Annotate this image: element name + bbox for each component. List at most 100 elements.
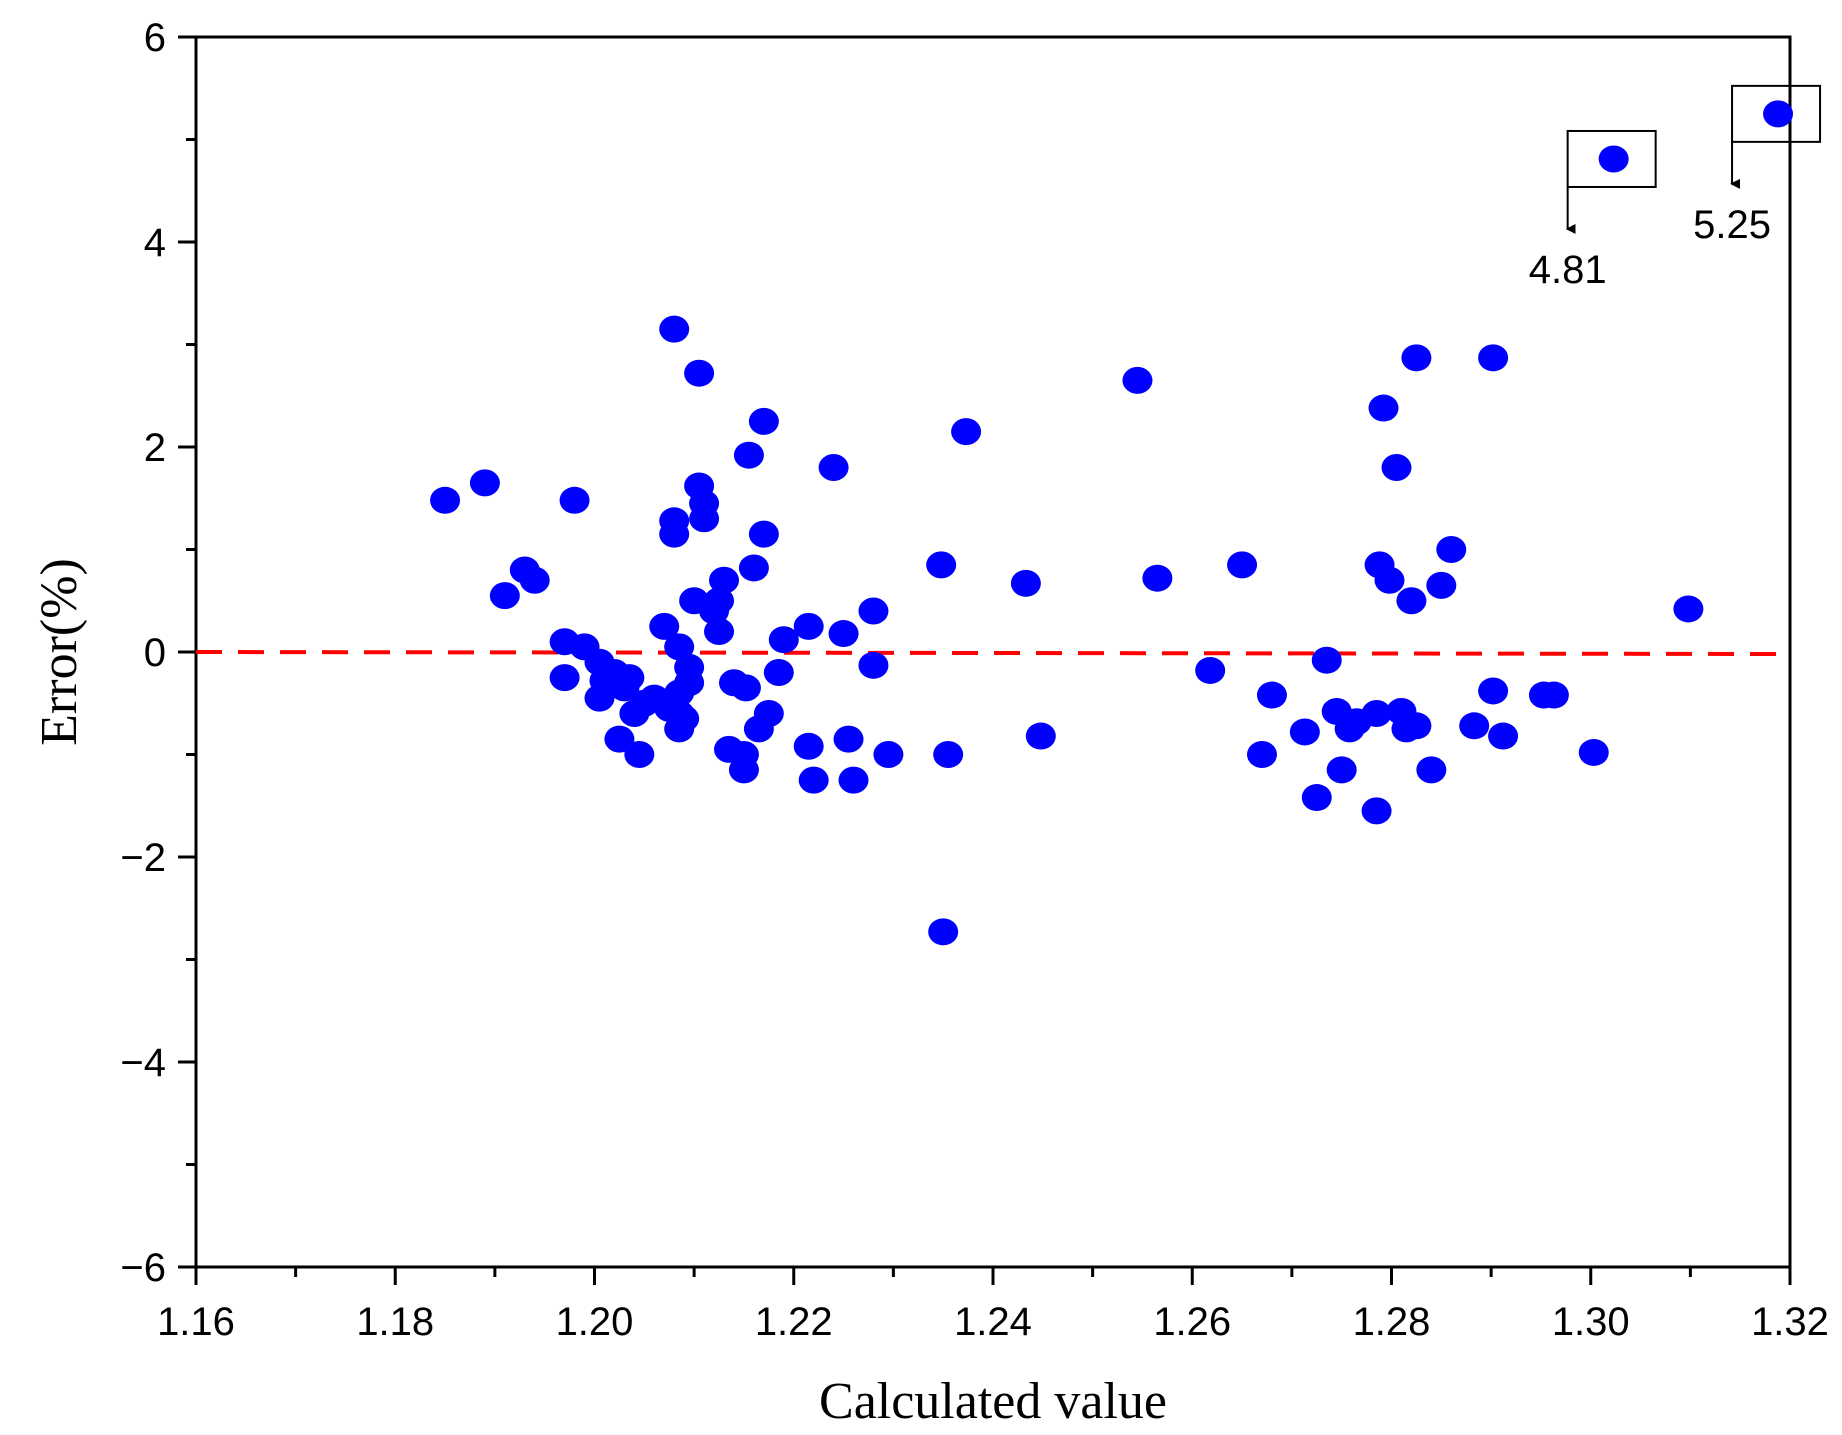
data-point [1436, 536, 1467, 563]
data-point [748, 407, 779, 435]
data-point [1396, 587, 1427, 615]
data-point [1122, 366, 1153, 394]
data-point [793, 612, 824, 640]
data-point [430, 486, 461, 514]
data-point [1488, 722, 1519, 750]
data-point [1368, 394, 1399, 422]
data-point [1010, 569, 1041, 597]
data-point [858, 651, 889, 679]
data-point [1374, 566, 1405, 594]
data-point [1361, 797, 1392, 825]
data-point [1142, 564, 1173, 592]
x-tick-label: 1.22 [755, 1300, 833, 1344]
x-tick-label: 1.16 [157, 1300, 235, 1344]
data-point [753, 700, 784, 727]
data-point [664, 633, 695, 661]
data-point [1311, 646, 1342, 674]
data-point [818, 454, 849, 481]
data-point [1401, 712, 1432, 740]
y-tick-label: 4 [144, 221, 166, 265]
data-point [1538, 681, 1569, 709]
data-point [1478, 677, 1509, 705]
data-point [704, 618, 735, 645]
y-tick-label: 6 [144, 16, 166, 60]
y-axis-title: Error(%) [31, 558, 88, 746]
data-point [833, 725, 864, 753]
data-point [1401, 344, 1432, 372]
data-point [649, 612, 680, 640]
y-tick-label: −2 [120, 836, 166, 880]
data-point [951, 418, 982, 446]
data-point [1426, 571, 1457, 599]
x-tick-label: 1.20 [556, 1300, 634, 1344]
x-axis-title: Calculated value [819, 1373, 1167, 1430]
data-point [1289, 718, 1320, 746]
data-point [748, 520, 779, 548]
data-point [704, 587, 735, 615]
data-point [793, 732, 824, 760]
data-point [1381, 454, 1412, 481]
data-point [1246, 741, 1277, 768]
data-point [519, 566, 550, 594]
data-point [798, 766, 829, 794]
data-points [430, 100, 1794, 946]
data-point [928, 918, 959, 946]
data-point [1326, 756, 1357, 784]
axis-tick-labels: 1.16 1.18 1.20 1.22 1.24 1.26 1.28 1.30 1.32 6 4 2 0… [120, 16, 1829, 1344]
y-tick-label: 0 [144, 631, 166, 675]
x-tick-label: 1.24 [954, 1300, 1032, 1344]
annotation-label: 5.25 [1693, 203, 1771, 247]
data-point [933, 741, 964, 768]
data-point [659, 520, 690, 548]
data-point [1478, 344, 1509, 372]
data-point [873, 741, 904, 768]
x-tick-label: 1.26 [1153, 1300, 1231, 1344]
data-point [1256, 681, 1287, 709]
x-tick-label: 1.18 [356, 1300, 434, 1344]
data-point [669, 705, 700, 733]
data-point [549, 664, 580, 692]
x-tick-label: 1.32 [1751, 1300, 1829, 1344]
data-point [559, 486, 590, 514]
y-tick-label: −6 [120, 1246, 166, 1290]
data-point [733, 441, 764, 469]
data-point [709, 566, 740, 594]
data-point [728, 756, 759, 784]
annotation-label: 4.81 [1529, 248, 1607, 292]
data-point [624, 741, 655, 768]
x-tick-label: 1.30 [1552, 1300, 1630, 1344]
data-point [1459, 712, 1490, 740]
data-point [1673, 595, 1704, 623]
data-point [1598, 145, 1629, 173]
data-point [604, 725, 635, 753]
data-point [489, 582, 520, 610]
data-point [469, 469, 500, 497]
data-point [1301, 784, 1332, 812]
data-point [684, 359, 715, 387]
annotation-box [1731, 84, 1822, 143]
data-point [614, 664, 645, 692]
data-point [659, 315, 690, 343]
annotations: 4.81 5.25 [1529, 84, 1822, 292]
data-point [763, 659, 794, 686]
y-tick-label: −4 [120, 1041, 166, 1085]
data-point [1195, 656, 1226, 684]
data-point [828, 620, 859, 648]
data-point [1025, 722, 1056, 750]
data-point [1416, 756, 1447, 784]
data-point [1227, 551, 1258, 579]
data-point [1578, 738, 1609, 766]
data-point [926, 551, 957, 579]
y-tick-label: 2 [144, 426, 166, 470]
data-point [674, 669, 705, 697]
data-point [838, 766, 869, 794]
axis-ticks [178, 35, 1792, 1285]
data-point [689, 505, 720, 533]
data-point [768, 626, 799, 654]
zero-reference-line [195, 650, 1781, 656]
data-point [730, 674, 761, 702]
data-point [1361, 700, 1392, 727]
data-point [858, 597, 889, 625]
data-point [1763, 100, 1794, 128]
